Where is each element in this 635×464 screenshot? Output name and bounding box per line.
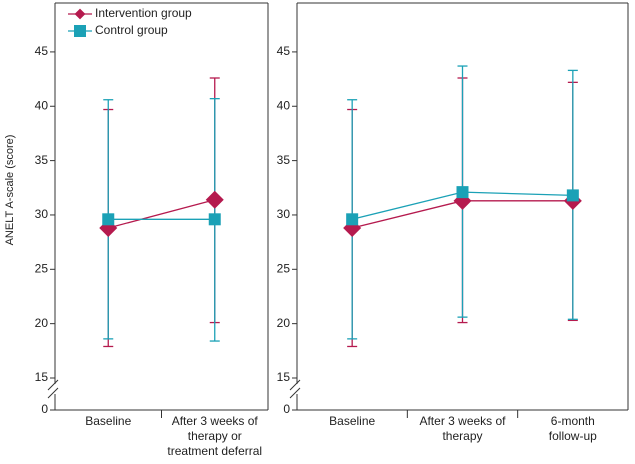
y-tick-label: 20	[35, 316, 49, 330]
y-tick-label: 15	[35, 370, 49, 384]
y-tick-label: 0	[41, 402, 48, 416]
y-tick-label: 20	[277, 316, 291, 330]
x-tick-label: 6-month follow-up	[548, 414, 597, 443]
y-tick-label: 25	[35, 261, 49, 275]
point	[566, 189, 579, 202]
y-tick-label: 0	[283, 402, 290, 416]
legend-marker	[74, 8, 86, 20]
x-tick-label: Baseline	[329, 414, 376, 428]
x-tick-label: Baseline	[85, 414, 132, 428]
point	[208, 213, 221, 226]
axis-break	[47, 379, 59, 391]
series-line	[108, 199, 215, 229]
y-tick-label: 45	[35, 44, 49, 58]
y-tick-label: 30	[277, 207, 291, 221]
legend-label: Control group	[95, 23, 168, 37]
point	[205, 190, 224, 209]
axis-break	[47, 387, 59, 399]
legend-label: Intervention group	[95, 6, 192, 20]
y-tick-label: 35	[277, 153, 291, 167]
y-tick-label: 30	[35, 207, 49, 221]
y-tick-label: 35	[35, 153, 49, 167]
legend-marker	[74, 25, 86, 37]
y-tick-label: 25	[277, 261, 291, 275]
point	[346, 213, 359, 226]
point	[102, 213, 115, 226]
y-tick-label: 40	[277, 98, 291, 112]
axis-break	[289, 379, 301, 391]
y-axis-label: ANELT A-scale (score)	[4, 135, 16, 246]
y-tick-label: 45	[277, 44, 291, 58]
x-tick-label: After 3 weeks of therapy or treatment de…	[167, 414, 263, 458]
point	[456, 186, 469, 199]
axis-break	[289, 387, 301, 399]
y-tick-label: 15	[277, 370, 291, 384]
y-tick-label: 40	[35, 98, 49, 112]
x-tick-label: After 3 weeks of therapy	[419, 414, 506, 443]
